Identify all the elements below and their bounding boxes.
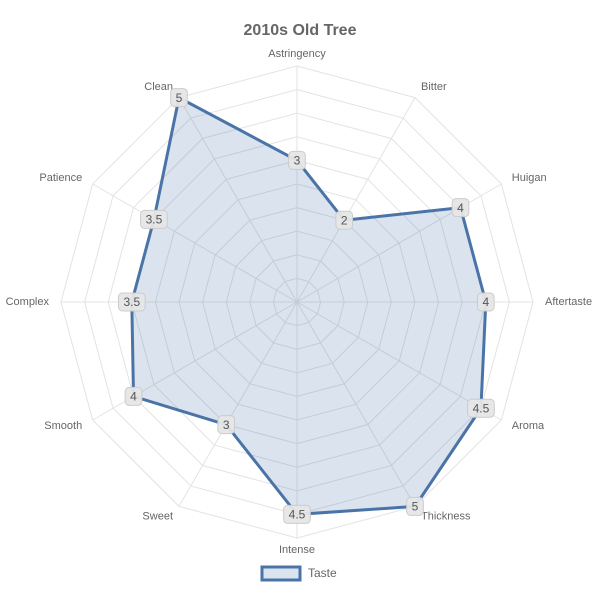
axis-line: [296, 301, 502, 421]
value-label: 3.5: [117, 292, 146, 312]
axis-label: Thickness: [421, 511, 471, 523]
value-label: 3.5: [140, 209, 168, 229]
value-label-box: [476, 292, 495, 312]
value-label-box: [117, 292, 146, 312]
axis-line: [178, 301, 298, 507]
value-label-box: [124, 386, 143, 406]
axis-label: Aftertaste: [545, 296, 592, 308]
axis-line: [178, 97, 298, 303]
axis-label: Huigan: [512, 172, 547, 184]
value-label: 4.5: [467, 398, 495, 418]
value-label-text: 3.5: [146, 213, 163, 227]
value-label: 5: [406, 496, 424, 516]
axis-label: Aroma: [512, 420, 545, 432]
axis-label: Smooth: [44, 420, 82, 432]
value-label-box: [217, 415, 236, 435]
value-label-text: 3: [223, 418, 230, 432]
axis-line: [296, 97, 416, 303]
value-label-text: 5: [412, 500, 419, 514]
axis-label: Complex: [6, 296, 50, 308]
value-label-box: [406, 496, 424, 516]
value-label-text: 4.5: [289, 508, 306, 522]
value-label-box: [288, 150, 306, 170]
value-label: 4: [476, 292, 495, 312]
value-label-text: 3: [294, 154, 301, 168]
value-label-text: 4.5: [473, 401, 490, 415]
legend-label: Taste: [308, 566, 337, 580]
value-label-text: 4: [130, 390, 137, 404]
value-label-text: 3.5: [123, 295, 140, 309]
value-label-box: [335, 210, 354, 230]
chart-title: 2010s Old Tree: [244, 22, 357, 39]
value-label: 4: [124, 386, 143, 406]
axis-line: [296, 301, 416, 507]
axis-label: Patience: [39, 172, 82, 184]
value-label: 3: [288, 150, 306, 170]
axis-label: Sweet: [142, 511, 173, 523]
value-label-box: [467, 398, 495, 418]
value-label-text: 4: [482, 295, 489, 309]
value-label-box: [170, 88, 188, 108]
value-label-box: [283, 504, 311, 524]
value-label-text: 4: [457, 201, 464, 215]
value-label: 2: [335, 210, 354, 230]
value-label: 4: [451, 198, 470, 218]
value-label-box: [451, 198, 470, 218]
axis-label: Intense: [279, 544, 315, 556]
value-label-box: [140, 209, 168, 229]
value-label-text: 5: [176, 91, 183, 105]
axis-label: Clean: [144, 81, 173, 93]
legend-swatch: [260, 565, 302, 582]
value-label-text: 2: [341, 213, 348, 227]
axis-label: Bitter: [421, 81, 447, 93]
value-label: 3: [217, 415, 236, 435]
value-label: 4.5: [283, 504, 311, 524]
axis-line: [92, 183, 298, 303]
value-label: 5: [170, 88, 188, 108]
radar-area: [130, 95, 488, 516]
axis-label: Astringency: [268, 48, 326, 60]
